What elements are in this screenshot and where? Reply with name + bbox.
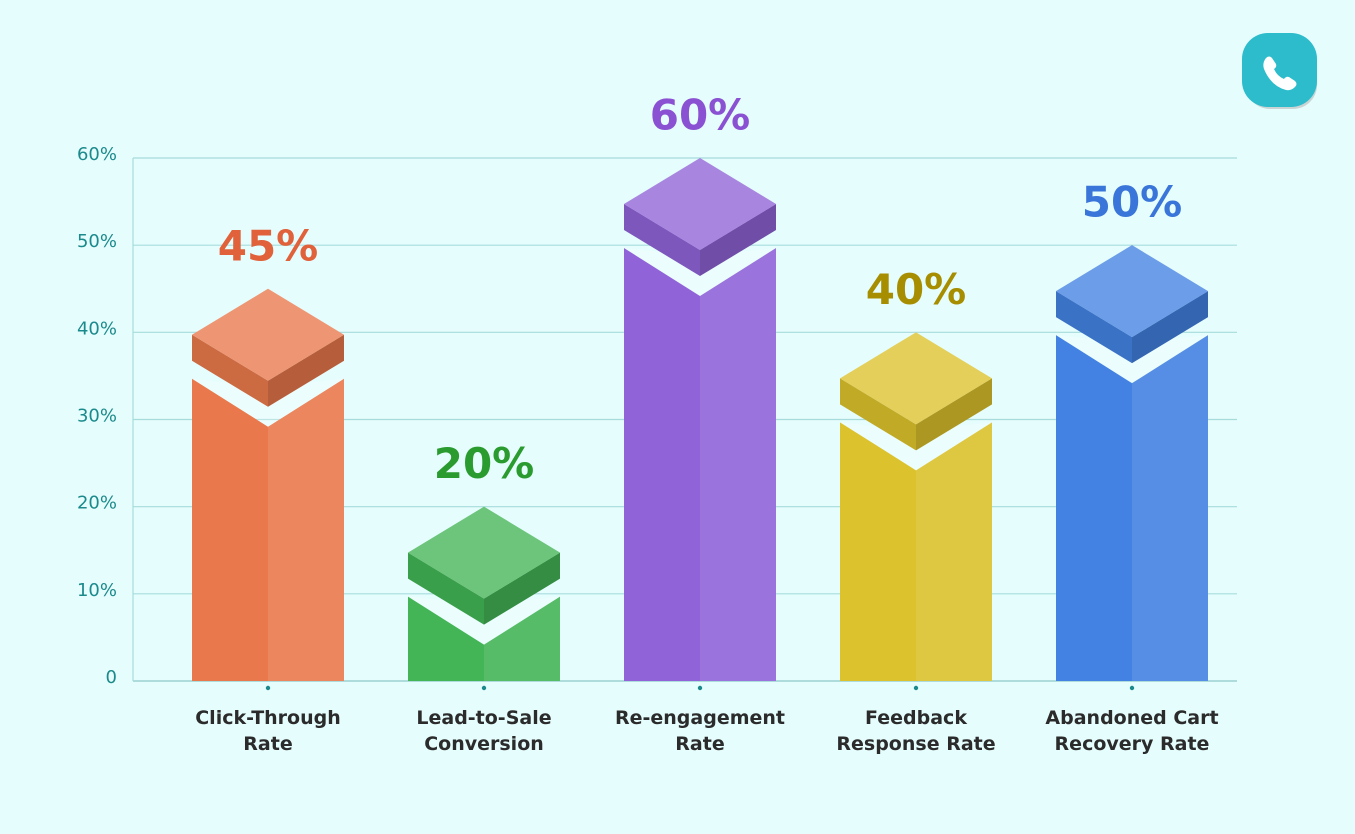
- cap-top: [840, 332, 992, 425]
- cap-left-shade: [624, 204, 700, 276]
- bar: [408, 596, 484, 681]
- cap-top: [408, 506, 560, 599]
- tick-dot: [481, 685, 487, 691]
- value-label: 20%: [434, 439, 535, 488]
- x-tick-label: Feedback Response Rate: [836, 707, 996, 755]
- cap-left-shade: [192, 334, 268, 407]
- bar: [840, 422, 916, 681]
- y-tick-label: 50%: [77, 231, 117, 252]
- cap-top-shade: [1056, 245, 1208, 338]
- cap-left-shade: [408, 552, 484, 625]
- cap-left: [1056, 291, 1132, 364]
- y-tick-label: 30%: [77, 406, 117, 427]
- cap-left: [408, 552, 484, 625]
- cap-top-shade: [408, 506, 560, 599]
- tick-dot: [697, 685, 703, 691]
- x-tick-label: Lead-to-Sale Conversion: [416, 707, 552, 755]
- cap-left: [840, 378, 916, 451]
- bar-right-shade: [700, 248, 776, 681]
- bar: [192, 378, 268, 681]
- y-tick-label: 60%: [77, 144, 117, 165]
- cap-top: [192, 288, 344, 381]
- cap-right: [700, 204, 776, 276]
- bar-right-face: [916, 422, 992, 681]
- bar-right-shade: [268, 378, 344, 681]
- value-label: 40%: [866, 265, 967, 314]
- value-label: 50%: [1082, 178, 1183, 227]
- x-tick-label: Click-Through Rate: [195, 707, 341, 755]
- cap-right-shade: [268, 334, 344, 407]
- bar-right-face: [700, 248, 776, 681]
- x-tick-label: Re-engagement Rate: [614, 707, 786, 755]
- y-tick-label: 20%: [77, 493, 117, 514]
- cap-left-shade: [1056, 291, 1132, 364]
- cap-right: [916, 378, 992, 451]
- bar-right-shade: [484, 596, 560, 681]
- cap-top: [1056, 245, 1208, 338]
- y-tick-label: 0: [106, 667, 117, 688]
- x-tick-label: Abandoned Cart Recovery Rate: [1045, 707, 1219, 755]
- bar-right-face: [1132, 335, 1208, 681]
- bar-right-shade: [916, 422, 992, 681]
- y-tick-label: 10%: [77, 580, 117, 601]
- value-label: 45%: [218, 221, 319, 270]
- cap-right-shade: [700, 204, 776, 276]
- phone-icon: [1242, 33, 1317, 109]
- cap-right-shade: [484, 552, 560, 625]
- bar: [624, 248, 700, 681]
- y-tick-label: 40%: [77, 318, 117, 339]
- bar-right-face: [484, 596, 560, 681]
- cap-top-shade: [840, 332, 992, 425]
- bar-right-face: [268, 378, 344, 681]
- tick-dot: [265, 685, 271, 691]
- cap-right-shade: [916, 378, 992, 451]
- cap-left: [192, 334, 268, 407]
- cap-left: [624, 204, 700, 276]
- cap-top: [624, 158, 776, 250]
- cap-right: [1132, 291, 1208, 364]
- bar-right-shade: [1132, 335, 1208, 681]
- bar: [1056, 335, 1132, 681]
- cap-right-shade: [1132, 291, 1208, 364]
- cap-left-shade: [840, 378, 916, 451]
- value-label: 60%: [650, 91, 751, 140]
- cap-top-shade: [624, 158, 776, 250]
- tick-dot: [913, 685, 919, 691]
- cap-top-shade: [192, 288, 344, 381]
- tick-dot: [1129, 685, 1135, 691]
- cap-right: [268, 334, 344, 407]
- cap-right: [484, 552, 560, 625]
